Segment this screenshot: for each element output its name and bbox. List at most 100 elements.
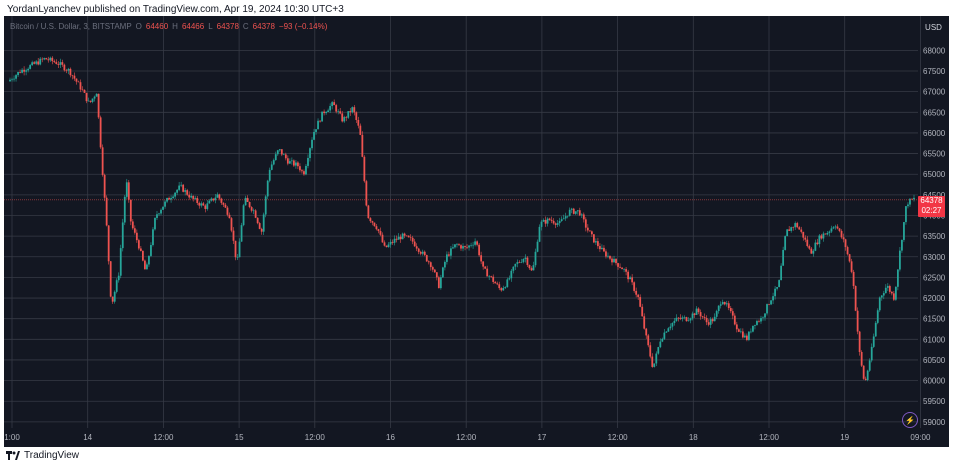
chart-panel[interactable]: [4, 16, 949, 447]
price-tick-label: 60000: [923, 377, 946, 386]
candle-body: [663, 332, 666, 339]
candle-body: [61, 62, 64, 65]
candle-body: [729, 308, 732, 312]
candle-body: [649, 345, 652, 357]
candle-body: [280, 149, 283, 155]
tradingview-logo-icon: [6, 451, 20, 460]
candle-body: [208, 200, 211, 204]
candle-body: [675, 317, 678, 321]
candle-body: [480, 255, 483, 262]
candle-body: [45, 58, 48, 60]
candle-body: [427, 261, 430, 263]
candle-body: [174, 192, 177, 197]
candle-body: [299, 166, 301, 171]
currency-label[interactable]: USD: [925, 22, 942, 32]
candle-body: [200, 203, 203, 206]
candle-body: [633, 282, 636, 291]
candle-body: [154, 217, 156, 230]
candle-body: [133, 228, 136, 233]
candle-body: [460, 245, 462, 249]
candle-body: [443, 261, 446, 268]
candle-body: [903, 222, 905, 240]
candle-body: [856, 310, 859, 332]
candle-body: [325, 112, 328, 114]
candle-body: [454, 244, 456, 248]
lightning-icon[interactable]: ⚡: [902, 412, 918, 428]
candle-body: [186, 190, 189, 195]
candle-body: [508, 278, 511, 280]
candle-body: [524, 257, 527, 259]
candle-body: [9, 79, 11, 82]
candle-body: [498, 284, 501, 289]
candle-body: [448, 254, 450, 256]
candle-body: [699, 312, 702, 317]
candle-body: [11, 79, 13, 81]
candle-body: [446, 254, 448, 262]
candle-body: [631, 277, 634, 283]
candle-body: [464, 246, 466, 248]
candle-body: [91, 98, 94, 102]
time-tick-label: 12:00: [759, 433, 780, 442]
candle-body: [590, 231, 593, 235]
candle-body: [234, 240, 237, 258]
candle-body: [264, 196, 267, 215]
candle-body: [888, 286, 891, 292]
candle-body: [35, 61, 38, 64]
candle-body: [754, 324, 756, 326]
candle-body: [31, 62, 34, 66]
candle-body: [641, 306, 644, 317]
candle-body: [639, 297, 642, 307]
candle-body: [661, 338, 664, 342]
candle-body: [252, 210, 255, 212]
candle-body: [349, 111, 352, 113]
candle-body: [355, 112, 358, 120]
candle-body: [146, 264, 148, 270]
candle-body: [383, 242, 386, 246]
candle-body: [27, 68, 30, 71]
candle-body: [816, 242, 819, 245]
candle-body: [870, 346, 873, 361]
candle-body: [401, 233, 404, 240]
candle-body: [556, 223, 559, 225]
candle-body: [506, 279, 509, 288]
candle-body: [51, 57, 54, 62]
candle-body: [798, 227, 801, 230]
candle-body: [152, 229, 154, 246]
candle-body: [818, 235, 821, 245]
candle-body: [256, 217, 259, 224]
candle-body: [37, 61, 40, 65]
candle-body: [645, 328, 648, 336]
candle-body: [292, 160, 295, 166]
candle-body: [868, 360, 871, 371]
change-value: −93 (−0.14%): [278, 22, 328, 31]
candle-body: [659, 341, 662, 348]
candle-body: [764, 313, 766, 318]
close-value: 64378: [252, 22, 275, 31]
candle-body: [33, 62, 36, 64]
candle-body: [307, 158, 309, 166]
series-legend[interactable]: Bitcoin / U.S. Dollar, 3, BITSTAMP O 6446…: [10, 22, 327, 31]
candle-body: [794, 223, 797, 228]
candle-body: [166, 197, 168, 202]
candle-body: [750, 331, 752, 333]
candle-body: [41, 58, 44, 60]
candle-body: [97, 93, 100, 118]
candle-body: [790, 227, 793, 231]
candle-body: [615, 258, 617, 264]
candle-body: [286, 158, 289, 164]
candle-body: [81, 89, 84, 91]
candle-body: [836, 226, 839, 229]
candle-body: [158, 213, 160, 215]
candle-body: [343, 117, 346, 122]
candle-body: [550, 219, 553, 221]
candle-body: [592, 234, 595, 243]
candle-body: [737, 329, 740, 332]
candle-body: [407, 235, 410, 238]
high-label: H: [172, 22, 178, 31]
candle-body: [848, 254, 851, 262]
candle-body: [778, 280, 781, 288]
symbol-title[interactable]: Bitcoin / U.S. Dollar, 3, BITSTAMP: [10, 22, 132, 31]
candle-body: [254, 210, 257, 218]
candle-body: [625, 269, 627, 272]
